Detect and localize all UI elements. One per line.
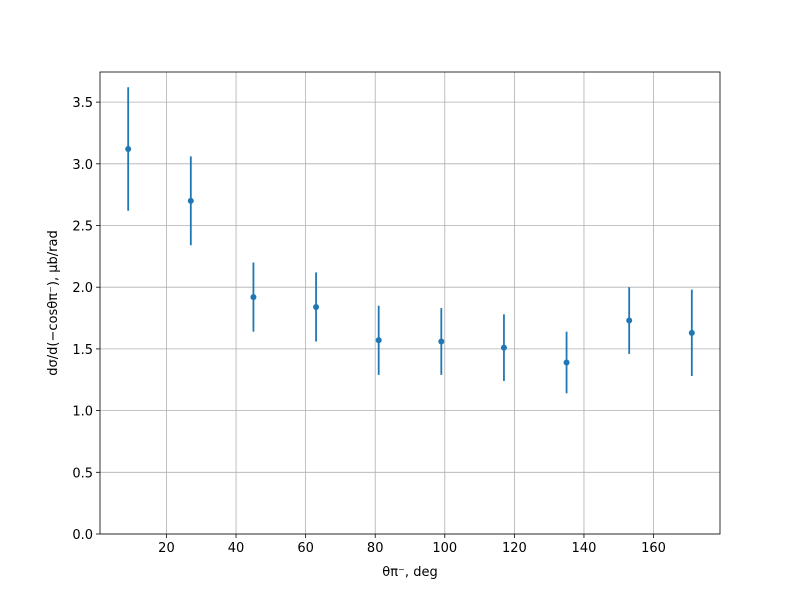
y-tick-label: 1.0 [72,405,93,420]
data-point [125,146,132,152]
data-point [438,338,445,345]
axes-frame [99,71,721,535]
x-tick-label: 160 [641,541,666,556]
y-tick-label: 3.0 [72,158,93,173]
y-tick-label: 0.5 [72,466,93,481]
data-point [250,294,257,301]
data-point [626,317,633,324]
data-point [688,329,695,336]
x-tick-label: 80 [367,541,384,556]
x-tick-label: 40 [228,541,245,556]
x-axis-label: θπ⁻, deg [382,565,437,580]
data-point [375,337,382,344]
x-tick-label: 100 [432,541,457,556]
x-tick-label: 60 [297,541,314,556]
data-point [313,303,320,310]
y-tick-label: 1.5 [72,343,93,358]
y-tick-label: 0.0 [72,528,93,543]
data-point [500,344,507,351]
plot-layer: 20 40 60 80 100 120 140 160 0.0 0.5 1.0 1.5 2.0 2.5 3.… [72,72,720,556]
y-tick-label: 2.0 [72,281,93,296]
x-tick-label: 120 [502,541,527,556]
data-point [563,359,570,366]
y-tick-label: 3.5 [72,96,93,111]
x-tick-label: 140 [572,541,597,556]
y-axis-label: dσ/d(−cosθπ⁻), μb/rad [46,230,61,375]
y-tick-label: 2.5 [72,220,93,235]
x-tick-label: 20 [158,541,175,556]
data-point [187,197,194,204]
